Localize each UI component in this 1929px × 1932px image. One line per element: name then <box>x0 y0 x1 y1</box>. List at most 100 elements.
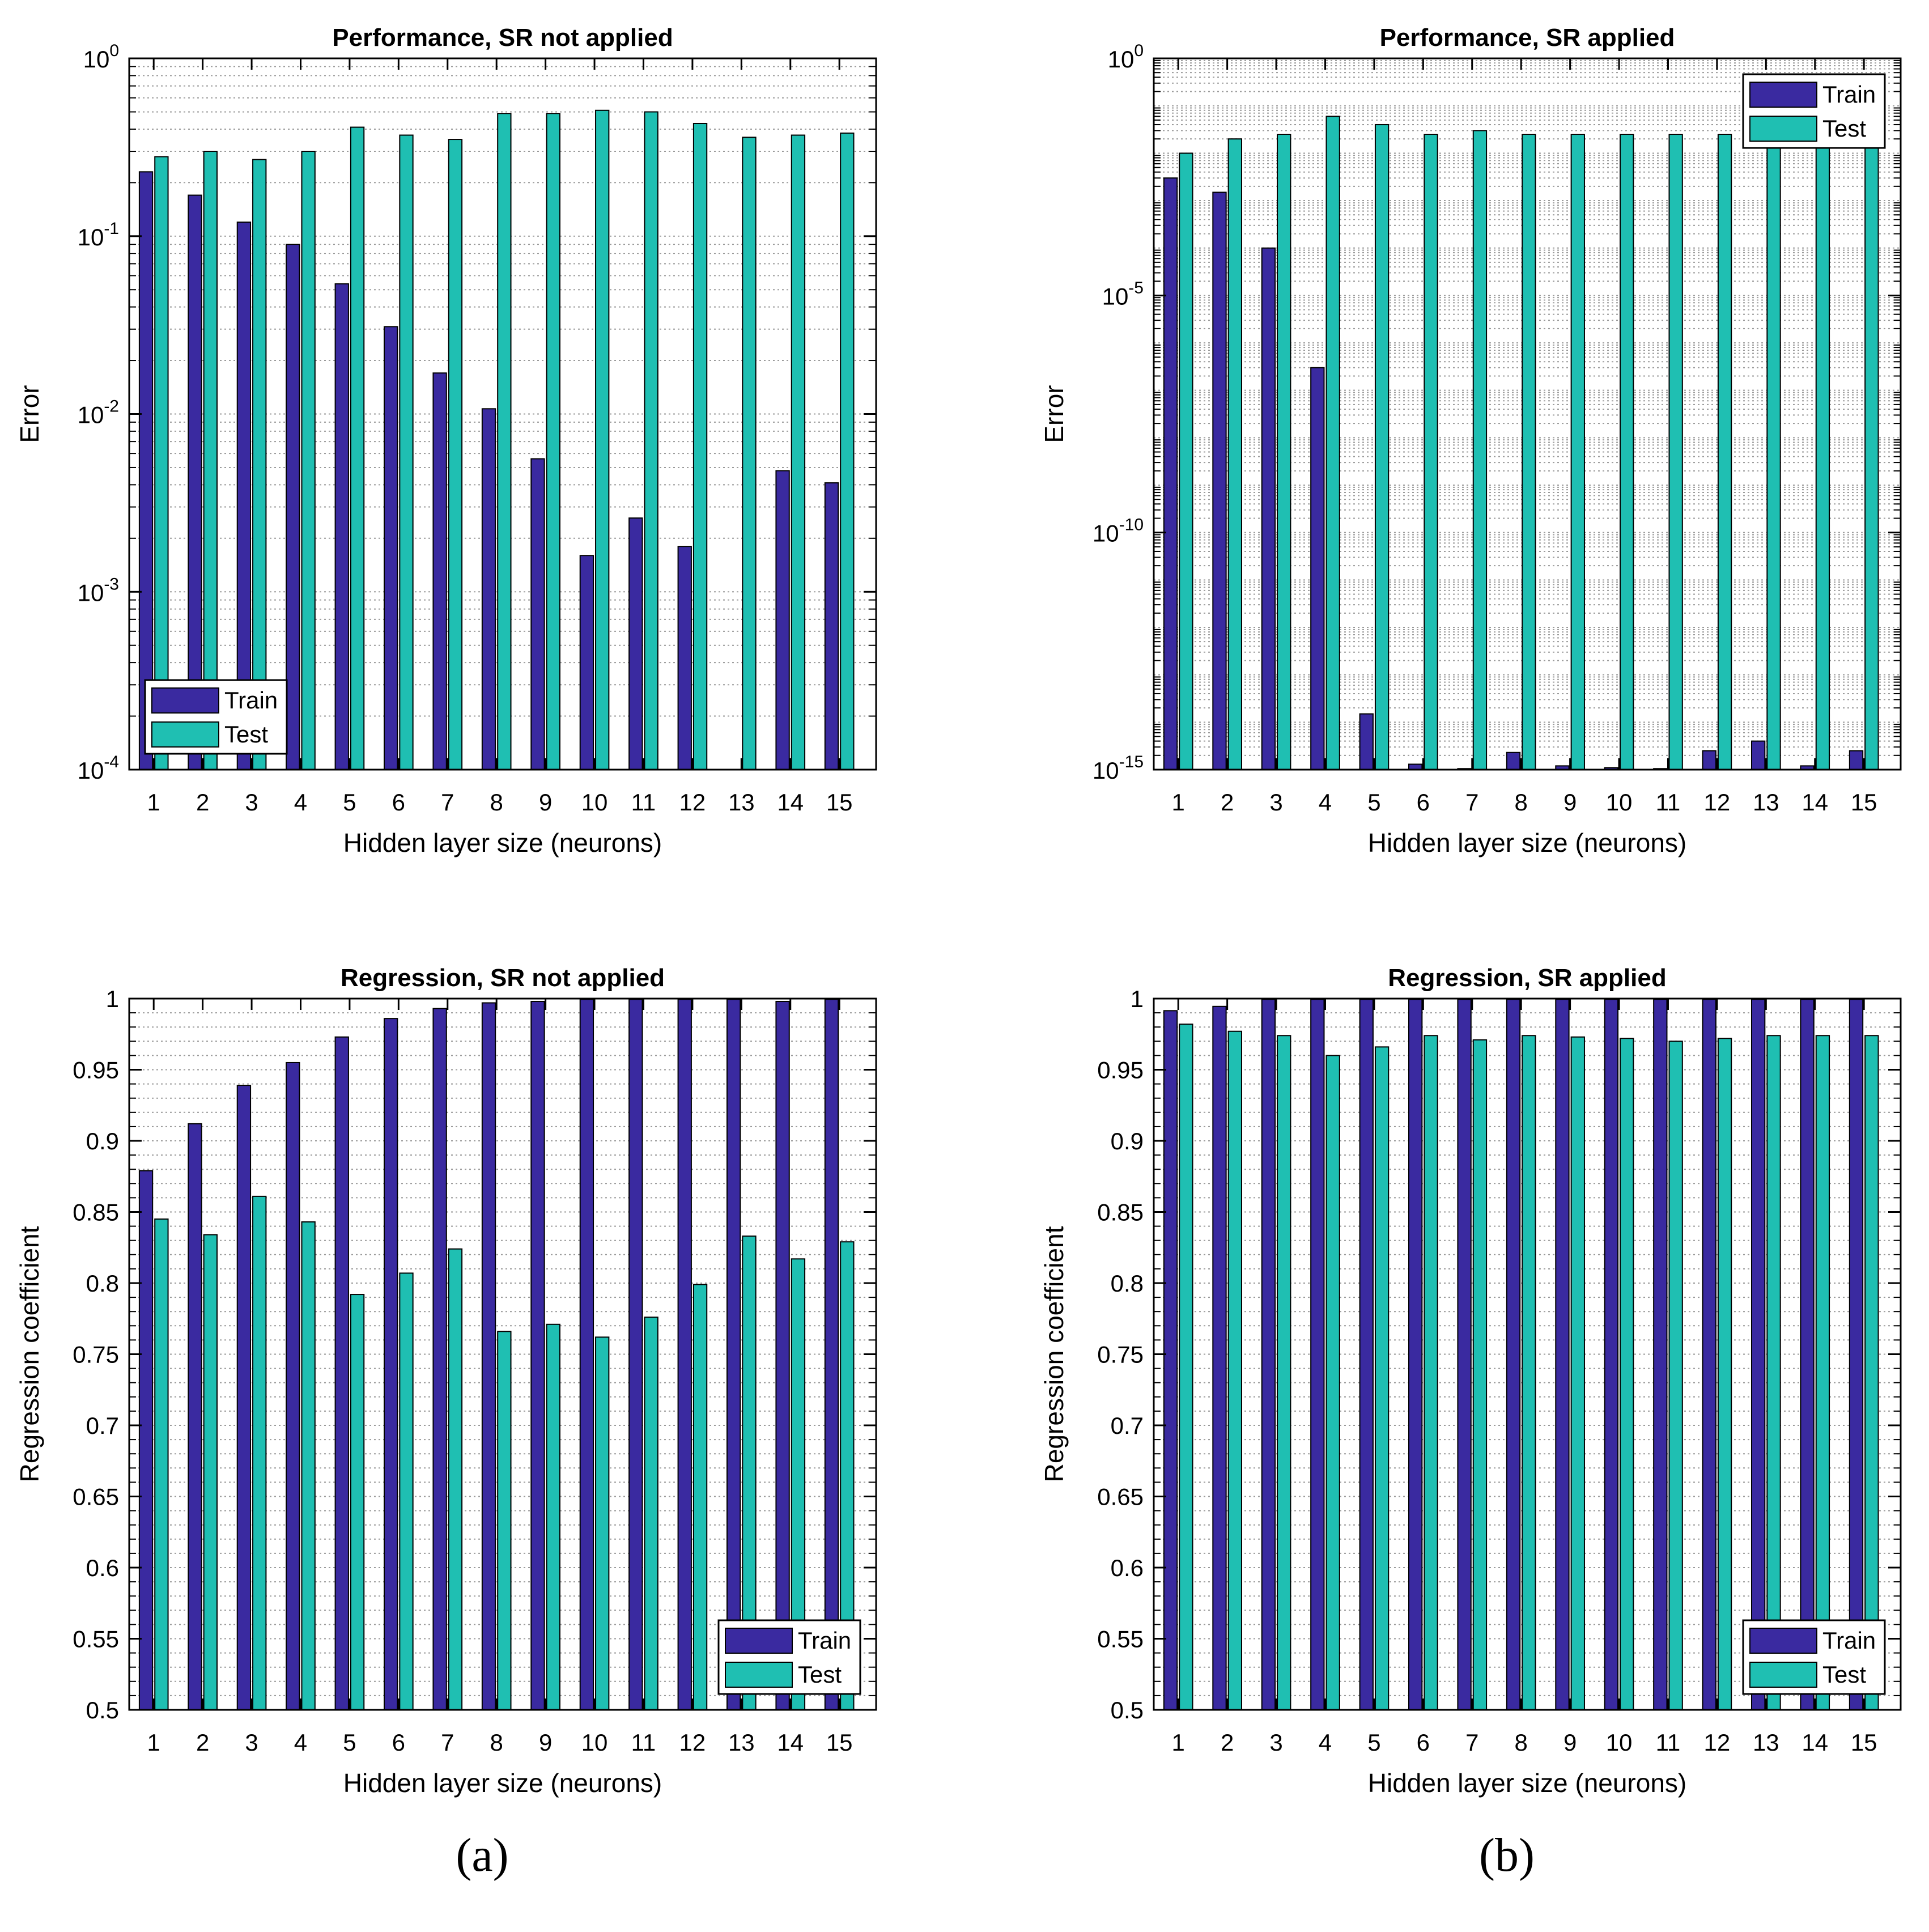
x-tick-label: 5 <box>1367 789 1380 816</box>
x-tick-label: 3 <box>245 1729 258 1756</box>
bar-test-7 <box>448 139 463 770</box>
bar-test-9 <box>546 1323 560 1711</box>
bar-train-1 <box>1163 1010 1178 1710</box>
bar-test-11 <box>1668 1041 1683 1710</box>
bars <box>138 999 855 1711</box>
bar-train-1 <box>1163 177 1178 771</box>
bar-test-3 <box>1277 1035 1291 1710</box>
bar-train-2 <box>1212 192 1227 770</box>
bar-test-6 <box>399 134 414 771</box>
bar-train-6 <box>384 1018 398 1710</box>
bar-train-14 <box>1800 999 1815 1710</box>
chart-a-bottom: 10.950.90.850.80.750.70.650.60.550.51 2 3 4… <box>15 964 877 1798</box>
bar-test-6 <box>1424 134 1438 770</box>
x-tick-label: 9 <box>539 789 552 816</box>
bars <box>1163 116 1879 771</box>
x-tick-label: 8 <box>1515 1729 1528 1756</box>
x-tick-label: 13 <box>728 1729 755 1756</box>
caption-b: (b) <box>1479 1829 1535 1882</box>
x-tick-label: 14 <box>1801 1729 1828 1756</box>
y-ticks: 1 0.95 0.9 0.85 0.8 0.75 0.7 0.65 0.6 0.55 0.5 <box>1097 986 1901 1723</box>
bar-train-4 <box>286 1061 300 1710</box>
y-tick-label: 10-10 <box>1093 516 1144 547</box>
y-ticks: 1 0.95 0.9 0.85 0.8 0.75 0.7 0.65 0.6 0.55 0.5 <box>73 986 876 1723</box>
bar-test-8 <box>1522 134 1536 770</box>
bar-train-5 <box>334 283 349 770</box>
legend-swatch-train <box>1749 1628 1817 1654</box>
legend-label-test: Test <box>1822 115 1866 142</box>
y-tick-label: 100 <box>1108 41 1144 73</box>
x-tick-label: 8 <box>490 1729 503 1756</box>
x-tick-label: 2 <box>1221 789 1234 816</box>
bar-test-12 <box>1717 1038 1732 1710</box>
bar-test-5 <box>1374 124 1390 771</box>
chart-title: Performance, SR applied <box>1380 24 1675 52</box>
y-tick-label: 0.6 <box>86 1555 119 1581</box>
x-ticks: 1 2 3 4 5 6 7 8 9 10 11 12 13 14 15 <box>1172 999 1877 1756</box>
x-tick-label: 9 <box>1563 1729 1577 1756</box>
bars <box>1163 999 1879 1710</box>
bar-train-8 <box>481 1002 496 1710</box>
legend-swatch-train <box>725 1628 793 1654</box>
x-tick-label: 13 <box>1753 789 1779 816</box>
bar-test-1 <box>1179 1024 1193 1710</box>
x-tick-label: 15 <box>826 789 853 816</box>
bar-train-1 <box>138 1170 154 1710</box>
legend-label-train: Train <box>1822 81 1876 108</box>
y-tick-label: 10-5 <box>1102 278 1144 309</box>
x-tick-label: 5 <box>1367 1729 1380 1756</box>
x-tick-label: 8 <box>1515 789 1528 816</box>
bar-train-10 <box>579 999 594 1710</box>
bar-test-4 <box>301 1221 316 1711</box>
x-tick-label: 3 <box>245 789 258 816</box>
bar-train-12 <box>677 546 692 770</box>
chart-b-bottom: 10.950.90.850.80.750.70.650.60.550.51 2 3 4… <box>1039 964 1902 1798</box>
x-tick-label: 6 <box>392 789 405 816</box>
x-tick-label: 4 <box>1319 1729 1332 1756</box>
x-tick-label: 11 <box>631 1729 656 1756</box>
bar-train-9 <box>530 458 545 770</box>
bar-train-8 <box>481 408 496 770</box>
bar-test-9 <box>1570 1036 1585 1710</box>
x-axis-label: Hidden layer size (neurons) <box>1368 1768 1687 1798</box>
bar-train-15 <box>1849 999 1864 1710</box>
bar-test-3 <box>252 1195 267 1710</box>
x-tick-label: 4 <box>294 1729 307 1756</box>
x-tick-label: 2 <box>1221 1729 1234 1756</box>
x-tick-label: 15 <box>826 1729 853 1756</box>
bar-test-11 <box>644 1317 658 1710</box>
x-tick-label: 11 <box>631 789 656 816</box>
bar-test-7 <box>1472 1039 1488 1710</box>
bar-test-10 <box>595 1336 610 1710</box>
bar-test-6 <box>1424 1035 1438 1710</box>
bar-test-2 <box>203 1234 218 1710</box>
x-tick-label: 1 <box>147 1729 160 1756</box>
legend-label-train: Train <box>1822 1627 1876 1654</box>
x-tick-label: 1 <box>147 789 160 816</box>
x-tick-label: 10 <box>1606 789 1633 816</box>
bar-train-5 <box>1359 713 1374 770</box>
bar-train-7 <box>432 1008 447 1710</box>
y-tick-label: 1 <box>1131 986 1144 1012</box>
bar-train-4 <box>1310 999 1325 1710</box>
x-tick-label: 3 <box>1269 1729 1282 1756</box>
y-tick-label: 10-2 <box>78 397 119 428</box>
bar-train-5 <box>334 1036 349 1710</box>
bar-test-15 <box>1864 1035 1879 1710</box>
legend-label-test: Test <box>798 1661 842 1688</box>
bar-test-5 <box>350 126 365 771</box>
bar-test-10 <box>1620 1038 1634 1710</box>
x-tick-label: 13 <box>728 789 755 816</box>
bar-test-15 <box>1864 134 1879 770</box>
y-axis-label: Regression coefficient <box>15 1226 44 1482</box>
bar-train-11 <box>628 999 643 1710</box>
bar-train-4 <box>1310 367 1325 770</box>
bar-test-13 <box>1766 134 1781 770</box>
y-tick-label: 0.65 <box>73 1484 119 1510</box>
bar-train-3 <box>1261 999 1276 1710</box>
bar-train-12 <box>1702 750 1716 771</box>
legend-swatch-test <box>151 721 219 748</box>
